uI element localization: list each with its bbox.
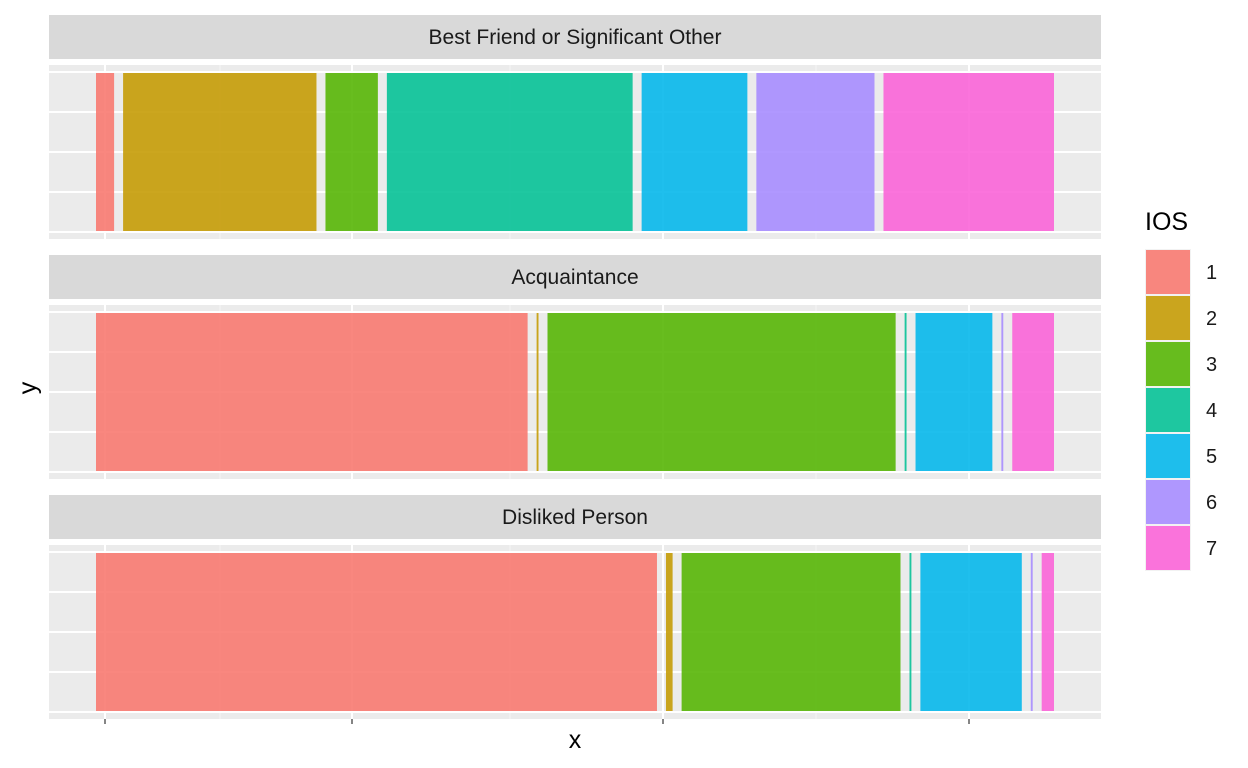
legend-key: [1146, 480, 1190, 524]
facet-strip: [49, 15, 1101, 59]
facet-1: Best Friend or Significant Other: [49, 15, 1101, 239]
facet-strip: [49, 495, 1101, 539]
bar-segment: [920, 553, 1022, 711]
facet-2: Acquaintance: [49, 255, 1101, 479]
bar-segment: [681, 553, 901, 711]
facet-strip-label: Disliked Person: [502, 506, 648, 529]
facet-strip-label: Acquaintance: [511, 266, 638, 289]
legend-label: 4: [1206, 400, 1217, 422]
legend-title: IOS: [1145, 208, 1188, 236]
bar-segment: [909, 553, 912, 711]
facet-strip: [49, 255, 1101, 299]
bar-segment: [123, 73, 317, 231]
bar-segment: [756, 73, 875, 231]
y-axis-title: y: [14, 381, 42, 394]
legend-label: 3: [1206, 354, 1217, 376]
legend-label: 2: [1206, 308, 1217, 330]
bar-segment: [547, 313, 896, 471]
bar-segment: [883, 73, 1054, 231]
x-axis-title: x: [569, 726, 582, 754]
bar-segment: [386, 73, 633, 231]
legend-keys: 1 2 3 4 5 6 7: [1145, 249, 1217, 571]
legend-key: [1146, 296, 1190, 340]
legend-label: 1: [1206, 262, 1217, 284]
legend-key: [1146, 342, 1190, 386]
bar-segment: [915, 313, 993, 471]
facets-layer: Best Friend or Significant Other Acquaint…: [49, 15, 1101, 724]
legend-key: [1146, 388, 1190, 432]
legend-label: 5: [1206, 446, 1217, 468]
legend: IOS 1 2 3 4 5 6 7: [1145, 208, 1217, 571]
legend-key: [1146, 526, 1190, 570]
bar-segment: [1041, 553, 1054, 711]
legend-label: 6: [1206, 492, 1217, 514]
bar-segment: [96, 553, 657, 711]
facet-3: Disliked Person: [49, 495, 1101, 724]
bar-segment: [325, 73, 378, 231]
bar-segment: [904, 313, 907, 471]
legend-key: [1146, 434, 1190, 478]
legend-label: 7: [1206, 538, 1217, 560]
bar-segment: [536, 313, 539, 471]
legend-key: [1146, 250, 1190, 294]
bar-segment: [641, 73, 748, 231]
bar-segment: [96, 313, 528, 471]
bar-segment: [665, 553, 673, 711]
bar-segment: [1001, 313, 1004, 471]
bar-segment: [1030, 553, 1033, 711]
bar-segment: [1012, 313, 1054, 471]
facet-strip-label: Best Friend or Significant Other: [429, 26, 722, 49]
bar-segment: [96, 73, 115, 231]
